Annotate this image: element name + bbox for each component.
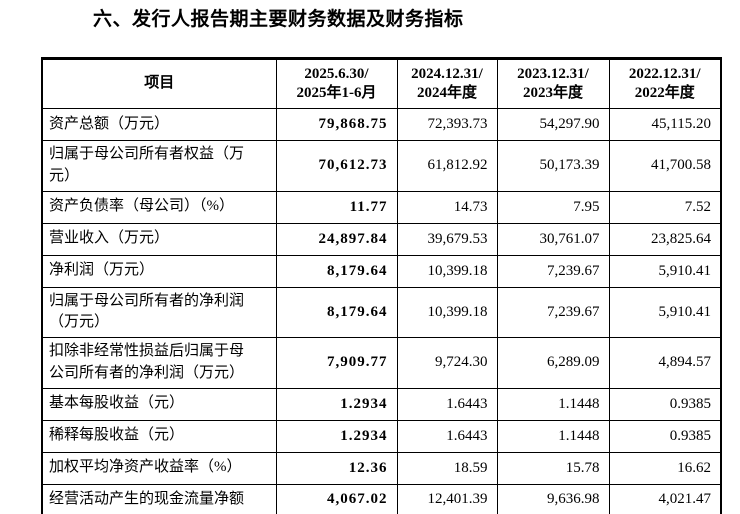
table-row-total-assets: 资产总额（万元） 79,868.75 72,393.73 54,297.90 4… — [41, 108, 722, 141]
column-header-2024-line1: 2024.12.31/ — [411, 65, 483, 82]
cell-value: 1.6443 — [396, 419, 498, 453]
table-row-parent-net-profit: 归属于母公司所有者的净利润（万元） 8,179.64 10,399.18 7,2… — [41, 286, 722, 338]
row-label: 营业收入（万元） — [41, 222, 277, 256]
cell-value: 18.59 — [396, 451, 498, 485]
column-header-2022-line1: 2022.12.31/ — [628, 65, 701, 82]
row-label: 归属于母公司所有者的净利润（万元） — [41, 286, 277, 338]
cell-value: 1.1448 — [496, 419, 610, 453]
cell-value: 79,868.75 — [275, 108, 398, 141]
cell-value: 11.77 — [275, 190, 398, 224]
table-row-net-profit: 净利润（万元） 8,179.64 10,399.18 7,239.67 5,91… — [41, 254, 722, 288]
cell-value: 41,700.58 — [608, 140, 722, 192]
cell-value: 9,636.98 — [496, 483, 610, 514]
cell-value: 30,761.07 — [496, 222, 610, 256]
column-header-2023-line1: 2023.12.31/ — [517, 65, 589, 82]
column-header-2025h1: 2025.6.30/ 2025年1-6月 — [275, 58, 398, 109]
cell-value: 24,897.84 — [275, 222, 398, 256]
row-label: 资产总额（万元） — [41, 108, 277, 141]
row-label: 经营活动产生的现金流量净额 — [41, 483, 277, 514]
cell-value: 4,021.47 — [608, 483, 722, 514]
column-header-2024: 2024.12.31/ 2024年度 — [396, 58, 498, 109]
cell-value: 10,399.18 — [396, 286, 498, 338]
cell-value: 1.1448 — [496, 387, 610, 421]
table-row-deducted-net-profit: 扣除非经常性损益后归属于母公司所有者的净利润（万元） 7,909.77 9,72… — [41, 337, 722, 389]
financial-data-table: 项目 2025.6.30/ 2025年1-6月 2024.12.31/ 2024… — [41, 57, 722, 514]
cell-value: 23,825.64 — [608, 222, 722, 256]
column-header-2024-line2: 2024年度 — [416, 85, 477, 101]
row-label: 归属于母公司所有者权益（万元） — [41, 140, 277, 192]
cell-value: 0.9385 — [608, 419, 722, 453]
row-label: 净利润（万元） — [41, 254, 277, 288]
cell-value: 1.2934 — [275, 387, 398, 421]
cell-value: 72,393.73 — [396, 108, 498, 141]
cell-value: 54,297.90 — [496, 108, 610, 141]
cell-value: 16.62 — [608, 451, 722, 485]
cell-value: 12,401.39 — [396, 483, 498, 514]
cell-value: 15.78 — [496, 451, 610, 485]
column-header-2025h1-line1: 2025.6.30/ — [304, 65, 369, 82]
cell-value: 7,909.77 — [275, 337, 398, 389]
cell-value: 6,289.09 — [496, 337, 610, 389]
table-row-basic-eps: 基本每股收益（元） 1.2934 1.6443 1.1448 0.9385 — [41, 387, 722, 421]
cell-value: 12.36 — [275, 451, 398, 485]
cell-value: 45,115.20 — [608, 108, 722, 141]
section-title: 六、发行人报告期主要财务数据及财务指标 — [93, 9, 464, 30]
column-header-2025h1-line2: 2025年1-6月 — [296, 85, 377, 101]
row-label: 资产负债率（母公司）（%） — [41, 190, 277, 224]
cell-value: 10,399.18 — [396, 254, 498, 288]
column-header-item: 项目 — [41, 58, 277, 109]
cell-value: 1.6443 — [396, 387, 498, 421]
row-label: 扣除非经常性损益后归属于母公司所有者的净利润（万元） — [41, 337, 277, 389]
cell-value: 39,679.53 — [396, 222, 498, 256]
cell-value: 0.9385 — [608, 387, 722, 421]
table-row-diluted-eps: 稀释每股收益（元） 1.2934 1.6443 1.1448 0.9385 — [41, 419, 722, 453]
cell-value: 5,910.41 — [608, 254, 722, 288]
cell-value: 7,239.67 — [496, 254, 610, 288]
cell-value: 61,812.92 — [396, 140, 498, 192]
table-row-parent-equity: 归属于母公司所有者权益（万元） 70,612.73 61,812.92 50,1… — [41, 140, 722, 192]
cell-value: 8,179.64 — [275, 254, 398, 288]
cell-value: 7.52 — [608, 190, 722, 224]
cell-value: 50,173.39 — [496, 140, 610, 192]
table-row-revenue: 营业收入（万元） 24,897.84 39,679.53 30,761.07 2… — [41, 222, 722, 256]
cell-value: 8,179.64 — [275, 286, 398, 338]
cell-value: 1.2934 — [275, 419, 398, 453]
column-header-2023: 2023.12.31/ 2023年度 — [496, 58, 610, 109]
table-row-operating-cash-flow: 经营活动产生的现金流量净额 4,067.02 12,401.39 9,636.9… — [41, 483, 722, 514]
cell-value: 9,724.30 — [396, 337, 498, 389]
cell-value: 4,067.02 — [275, 483, 398, 514]
cell-value: 7.95 — [496, 190, 610, 224]
column-header-2022-line2: 2022年度 — [634, 85, 695, 101]
column-header-2022: 2022.12.31/ 2022年度 — [608, 58, 722, 109]
cell-value: 4,894.57 — [608, 337, 722, 389]
table-header-row: 项目 2025.6.30/ 2025年1-6月 2024.12.31/ 2024… — [41, 58, 722, 109]
row-label: 稀释每股收益（元） — [41, 419, 277, 453]
row-label: 基本每股收益（元） — [41, 387, 277, 421]
cell-value: 14.73 — [396, 190, 498, 224]
table-row-debt-ratio: 资产负债率（母公司）（%） 11.77 14.73 7.95 7.52 — [41, 190, 722, 224]
cell-value: 7,239.67 — [496, 286, 610, 338]
cell-value: 5,910.41 — [608, 286, 722, 338]
column-header-2023-line2: 2023年度 — [522, 85, 583, 101]
cell-value: 70,612.73 — [275, 140, 398, 192]
row-label: 加权平均净资产收益率（%） — [41, 451, 277, 485]
table-row-weighted-roe: 加权平均净资产收益率（%） 12.36 18.59 15.78 16.62 — [41, 451, 722, 485]
